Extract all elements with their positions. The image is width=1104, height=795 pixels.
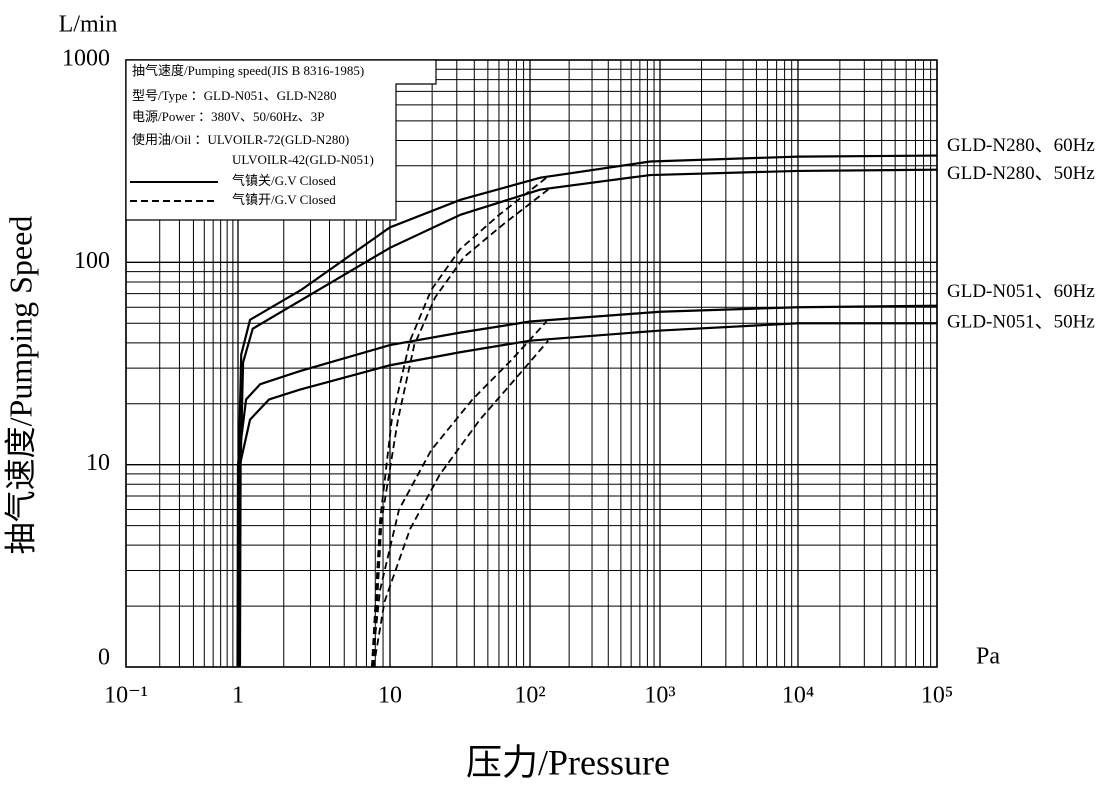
y-unit: L/min bbox=[59, 12, 118, 38]
x-tick-label: 10 bbox=[378, 683, 402, 709]
plot-frame bbox=[125, 59, 938, 668]
x-tick-label: 10⁵ bbox=[921, 683, 953, 709]
y-tick-label: 0 bbox=[98, 645, 110, 671]
y-axis-title: 抽气速度/Pumping Speed bbox=[2, 216, 38, 555]
series-label: GLD-N280、60Hz bbox=[947, 135, 1095, 156]
x-tick-label: 1 bbox=[232, 683, 244, 709]
annotation: 抽气速度/Pumping speed(JIS B 8316-1985) bbox=[132, 63, 364, 78]
x-tick-label: 10⁻¹ bbox=[104, 683, 148, 709]
x-axis-title: 压力/Pressure bbox=[466, 742, 670, 782]
series-label: GLD-N051、60Hz bbox=[947, 281, 1095, 302]
x-tick-label: 10² bbox=[514, 683, 545, 709]
series-line bbox=[238, 168, 938, 668]
annotation: 电源/Power ：380V、50/60Hz、3P bbox=[132, 109, 324, 124]
series-line bbox=[370, 176, 548, 668]
annotation: 使用油/Oil ：ULVOILR-72(GLD-N280) bbox=[132, 132, 349, 147]
series-line bbox=[372, 340, 549, 668]
annotation: 型号/Type ：GLD-N051、GLD-N280 bbox=[132, 88, 337, 103]
y-tick-label: 10 bbox=[86, 450, 110, 476]
x-tick-label: 10⁴ bbox=[782, 683, 814, 709]
annotation: ULVOILR-42(GLD-N051) bbox=[232, 152, 374, 167]
x-tick-label: 10³ bbox=[644, 683, 675, 709]
y-tick-label: 1000 bbox=[62, 46, 110, 72]
y-tick-label: 100 bbox=[74, 248, 110, 274]
series-line bbox=[236, 154, 938, 668]
series-line bbox=[236, 304, 938, 668]
series-line bbox=[238, 322, 937, 668]
legend-label: 气镇关/G.V Closed bbox=[232, 173, 336, 188]
series-label: GLD-N280、50Hz bbox=[947, 163, 1095, 184]
x-unit: Pa bbox=[976, 644, 1000, 670]
series-line bbox=[372, 188, 549, 668]
series-label: GLD-N051、50Hz bbox=[947, 312, 1095, 333]
legend-label: 气镇开/G.V Closed bbox=[232, 192, 336, 207]
legend-box bbox=[125, 59, 437, 221]
series-line bbox=[370, 320, 548, 668]
